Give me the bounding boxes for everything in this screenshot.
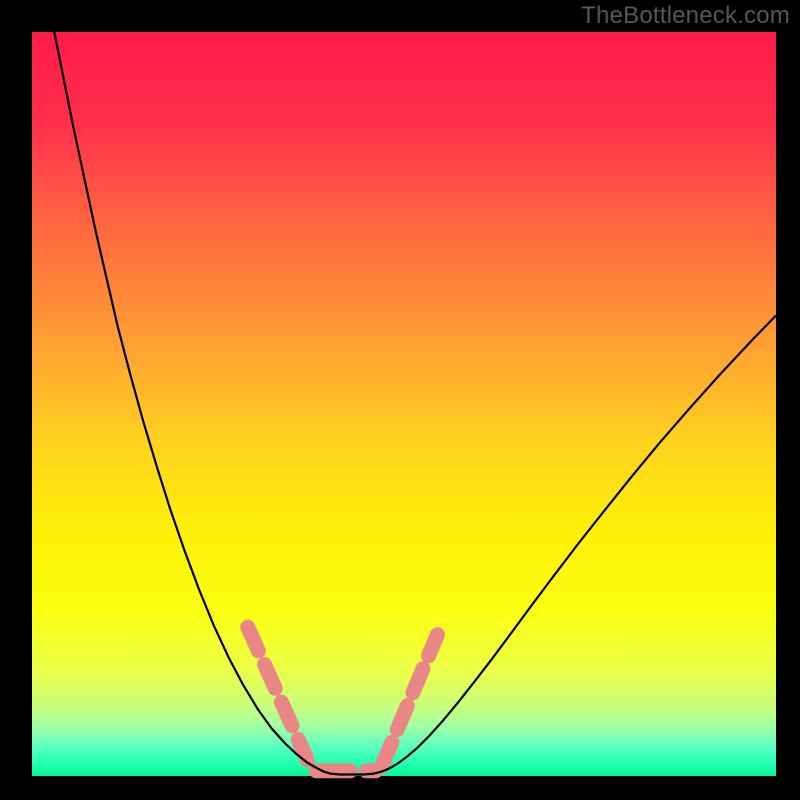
valley-highlight-left [248,627,308,759]
bottleneck-curve [54,32,776,775]
valley-highlight-right [382,635,438,767]
plot-area [32,32,776,776]
watermark-text: TheBottleneck.com [581,2,790,30]
chart-svg [32,32,776,776]
